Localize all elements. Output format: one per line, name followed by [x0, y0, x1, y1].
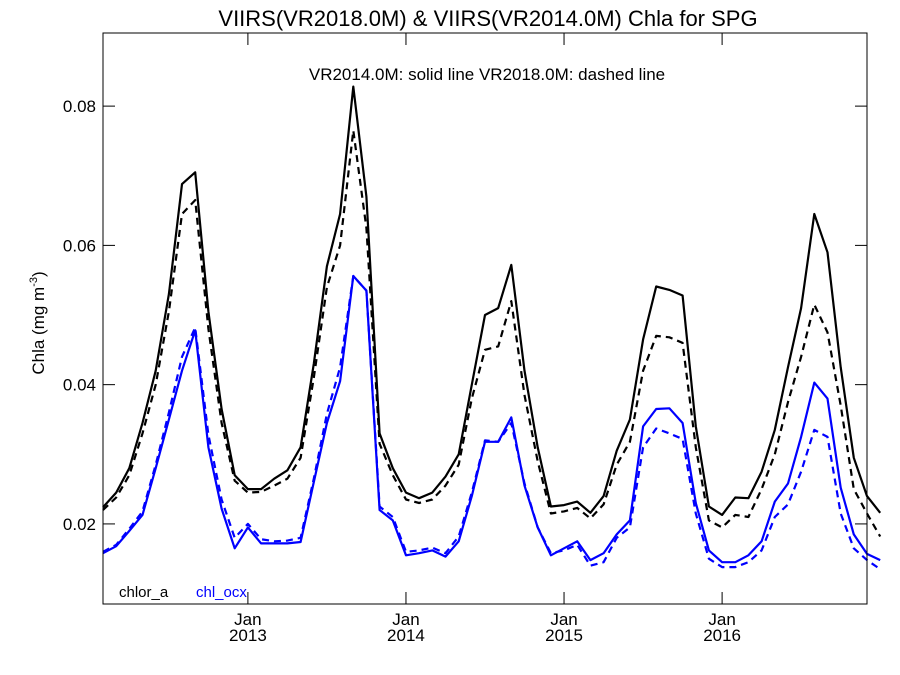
x-tick-label-year: 2016 — [703, 626, 741, 645]
series-line-chl-ocx-vr2018-0m — [102, 274, 881, 571]
x-tick-label-month: Jan — [550, 610, 577, 629]
y-tick-label: 0.08 — [63, 97, 96, 116]
x-tick-label-year: 2013 — [229, 626, 267, 645]
y-axis-label: Chla (mg m-3) — [28, 271, 48, 374]
series-line-chlor-a-vr2018-0m — [102, 129, 882, 538]
legend-label-chlor-a: chlor_a — [119, 584, 169, 601]
x-tick-label-month: Jan — [392, 610, 419, 629]
y-tick-label: 0.06 — [63, 236, 96, 255]
series-line-chlor-a-vr2014-0m — [102, 85, 882, 517]
legend-label-chl-ocx: chl_ocx — [196, 584, 247, 601]
x-tick-label-year: 2015 — [545, 626, 583, 645]
y-axis-label-exponent: -3 — [28, 277, 40, 287]
x-tick-label-month: Jan — [234, 610, 261, 629]
x-tick-label-year: 2014 — [387, 626, 425, 645]
y-tick-label: 0.02 — [63, 515, 96, 534]
plot-lines — [102, 85, 882, 571]
line-style-annotation: VR2014.0M: solid line VR2018.0M: dashed … — [309, 65, 665, 84]
x-tick-label-month: Jan — [708, 610, 735, 629]
chart-title: VIIRS(VR2018.0M) & VIIRS(VR2014.0M) Chla… — [218, 6, 757, 31]
plot-frame — [102, 32, 868, 605]
y-axis-label-suffix: ) — [29, 271, 48, 277]
y-axis-ticks: 0.02 0.04 0.06 0.08 — [63, 97, 867, 534]
y-axis-label-prefix: Chla (mg m — [29, 287, 48, 375]
series-line-chl-ocx-vr2014-0m — [102, 274, 881, 564]
y-tick-label: 0.04 — [63, 376, 96, 395]
